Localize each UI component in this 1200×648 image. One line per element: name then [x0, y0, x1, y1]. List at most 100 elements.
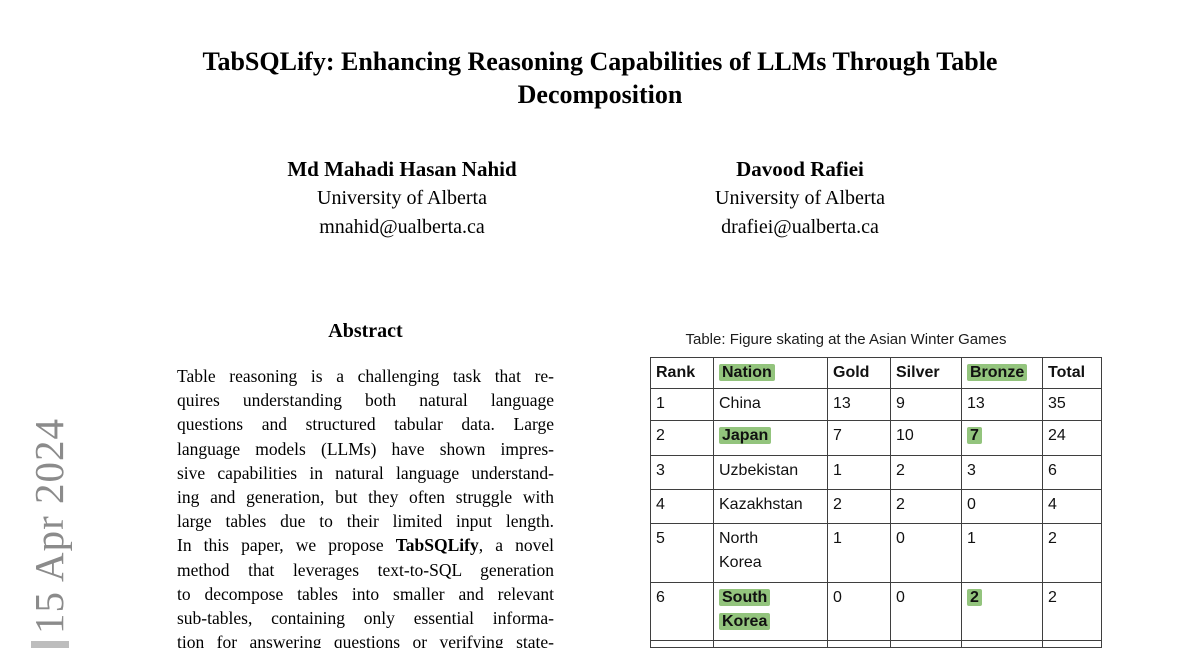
table-caption: Table: Figure skating at the Asian Winte…	[685, 331, 1007, 348]
column-header: Rank	[650, 357, 714, 389]
cell-line: Korea	[719, 554, 762, 571]
cell-line: 3	[967, 462, 976, 479]
table-row: 3 Uzbekistan 1 2 3 6	[650, 455, 1102, 490]
cell-line: 13	[833, 395, 851, 412]
cell-line: 9	[896, 395, 905, 412]
abstract-line: In this paper, we propose TabSQLify, a n…	[177, 535, 554, 556]
table-cell: China	[713, 388, 828, 421]
author-name: Md Mahadi Hasan Nahid	[287, 157, 517, 181]
column-header: Bronze	[961, 357, 1043, 389]
table-cell-empty	[961, 640, 1043, 648]
arxiv-sidebar-cutoff-mark	[31, 641, 69, 648]
table-cell: 3	[650, 455, 714, 490]
abstract-body: Table reasoning is a challenging task th…	[177, 364, 554, 648]
cell-line: 7	[967, 424, 1037, 448]
cell-line: 6	[1048, 462, 1057, 479]
abstract-line: sive capabilities in natural language un…	[177, 462, 554, 483]
author-block: Davood Rafiei University of Alberta drafie…	[600, 155, 1000, 241]
table-cell: 10	[890, 420, 962, 456]
cell-line: South	[719, 586, 822, 610]
table-cell-empty	[890, 640, 962, 648]
highlight-mark: Nation	[719, 364, 775, 381]
highlight-mark: 2	[967, 589, 982, 606]
abstract-line: to decompose tables into smaller and rel…	[177, 583, 554, 604]
table-cell: 24	[1042, 420, 1102, 456]
cell-line: 2	[896, 496, 905, 513]
cell-line: 1	[967, 530, 976, 547]
abstract-line: method that leverages text-to-SQL genera…	[177, 559, 554, 580]
paper-title-line: TabSQLify: Enhancing Reasoning Capabilit…	[202, 47, 998, 76]
column-header: Nation	[713, 357, 828, 389]
cell-line: 2	[1048, 530, 1057, 547]
table-cell: 0	[890, 523, 962, 583]
table-cell: 5	[650, 523, 714, 583]
cell-line: 24	[1048, 427, 1066, 444]
author-email: drafiei@ualberta.ca	[721, 215, 879, 238]
cell-line: North	[719, 530, 759, 547]
paper-title: TabSQLify: Enhancing Reasoning Capabilit…	[0, 45, 1200, 111]
table-row-partial	[650, 640, 1102, 648]
table-cell: 2	[961, 582, 1043, 641]
table-cell: 6	[650, 582, 714, 641]
table-cell: Japan	[713, 420, 828, 456]
table-cell: 1	[827, 455, 891, 490]
table-cell: 4	[1042, 489, 1102, 524]
table-cell: 2	[890, 455, 962, 490]
table-cell: 13	[961, 388, 1043, 421]
table-cell: 35	[1042, 388, 1102, 421]
cell-line: 1	[833, 530, 842, 547]
highlight-mark: Japan	[719, 427, 772, 444]
column-header: Total	[1042, 357, 1102, 389]
table-cell: 9	[890, 388, 962, 421]
table-cell: 0	[961, 489, 1043, 524]
table-header-row: Rank Nation Gold Silver Bronze Total	[650, 357, 1102, 389]
cell-line: Japan	[719, 424, 822, 448]
table-row: 2 Japan 7 10 7 24	[650, 420, 1102, 456]
abstract-line: questions and structured tabular data. L…	[177, 414, 554, 435]
highlight-mark: Bronze	[967, 364, 1028, 381]
table-cell: South Korea	[713, 582, 828, 641]
cell-line: 2	[1048, 589, 1057, 606]
abstract-line: large tables due to their limited input …	[177, 511, 554, 532]
table-row: 5 North Korea 1 0 1 2	[650, 523, 1102, 583]
medal-table: Rank Nation Gold Silver Bronze Total 1 China 13 9…	[650, 357, 1102, 648]
table-cell: 0	[890, 582, 962, 641]
table-cell: Kazakhstan	[713, 489, 828, 524]
cell-line: 0	[896, 589, 905, 606]
author-block: Md Mahadi Hasan Nahid University of Alber…	[202, 155, 602, 241]
table-cell: 6	[1042, 455, 1102, 490]
highlight-mark: 7	[967, 427, 982, 444]
column-header: Gold	[827, 357, 891, 389]
cell-line: 7	[833, 427, 842, 444]
author-name: Davood Rafiei	[736, 157, 864, 181]
table-cell-empty	[827, 640, 891, 648]
arxiv-date-sidebar: 15 Apr 2024	[25, 410, 72, 642]
table-cell: 1	[961, 523, 1043, 583]
cell-line: 2	[833, 496, 842, 513]
table-cell-empty	[713, 640, 828, 648]
abstract-line: language models (LLMs) have shown impres…	[177, 438, 554, 459]
cell-line: 3	[656, 462, 665, 479]
table-cell: 1	[827, 523, 891, 583]
cell-line: 1	[656, 395, 665, 412]
table-row: 1 China 13 9 13 35	[650, 388, 1102, 421]
table-cell: 2	[1042, 582, 1102, 641]
cell-line: China	[719, 395, 761, 412]
arxiv-date-text: 15 Apr 2024	[26, 418, 72, 634]
cell-line: Kazakhstan	[719, 496, 803, 513]
abstract-line: quires understanding both natural langua…	[177, 390, 554, 411]
abstract-line: Table reasoning is a challenging task th…	[177, 366, 554, 386]
cell-line: 4	[656, 496, 665, 513]
table-cell: 2	[1042, 523, 1102, 583]
table-cell: 0	[827, 582, 891, 641]
cell-line: 2	[967, 586, 1037, 610]
table-row: 6 South Korea 0 0 2 2	[650, 582, 1102, 641]
table-cell: 1	[650, 388, 714, 421]
cell-line: 6	[656, 589, 665, 606]
abstract-line: ing and generation, but they often strug…	[177, 486, 554, 507]
cell-line: 1	[833, 462, 842, 479]
table-cell: 2	[827, 489, 891, 524]
cell-line: 0	[833, 589, 842, 606]
table-cell: 13	[827, 388, 891, 421]
